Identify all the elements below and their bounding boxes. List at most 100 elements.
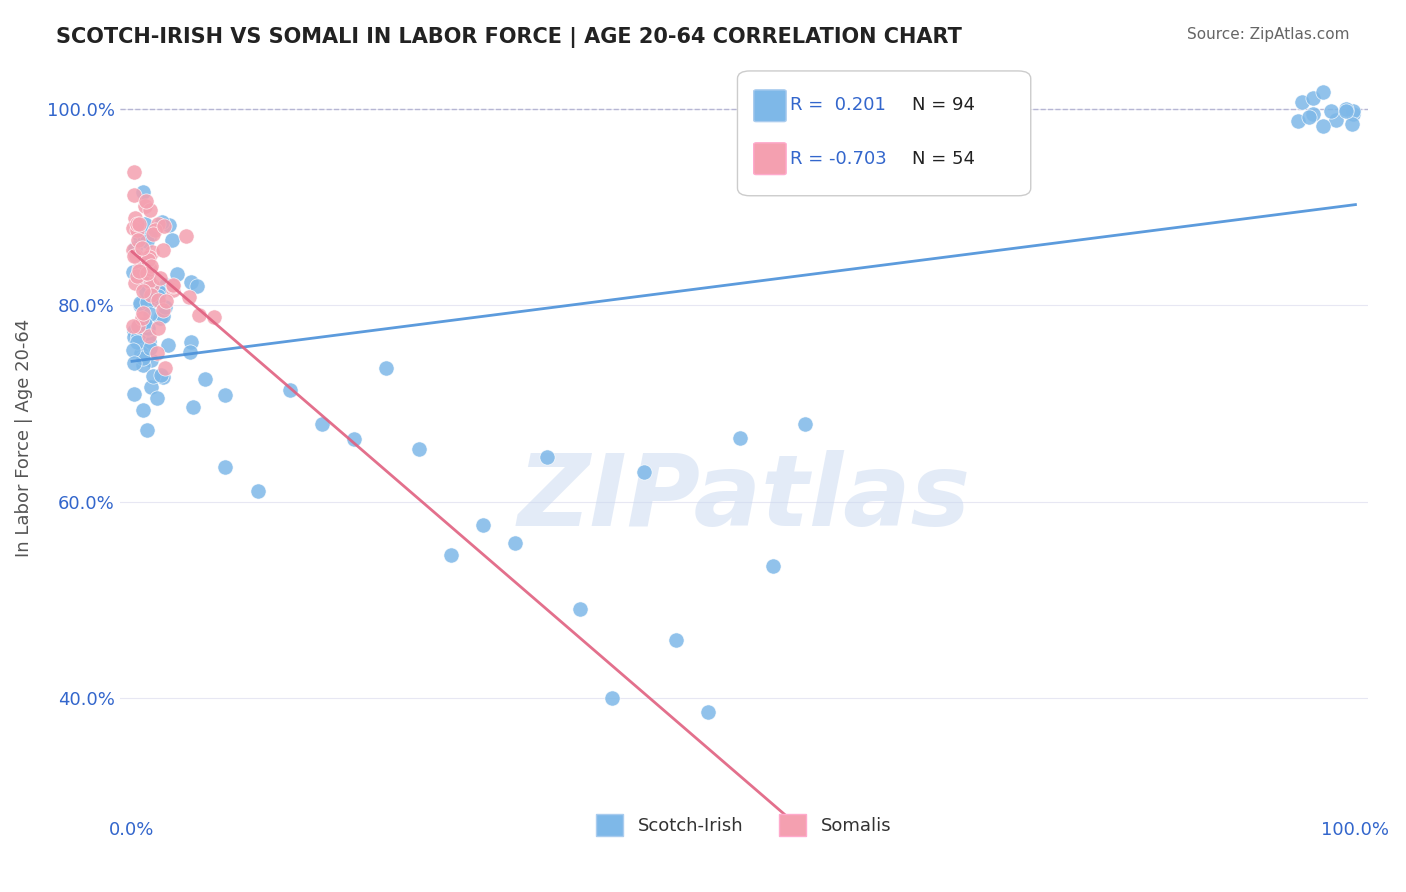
Text: N = 54: N = 54 xyxy=(912,151,976,169)
Point xyxy=(127,269,149,284)
Point xyxy=(162,277,184,292)
Point xyxy=(122,249,145,263)
Point xyxy=(141,352,163,367)
Point xyxy=(122,220,145,235)
Point xyxy=(132,351,155,366)
Point xyxy=(1298,110,1320,124)
Point xyxy=(122,330,145,344)
Point xyxy=(131,241,153,255)
Point xyxy=(214,388,236,402)
Point xyxy=(186,279,208,293)
Point xyxy=(128,229,150,244)
Point xyxy=(136,321,159,335)
Point xyxy=(131,403,153,417)
Point xyxy=(194,372,217,386)
Point xyxy=(1286,114,1309,128)
Point xyxy=(124,241,146,255)
Point xyxy=(139,380,162,394)
Text: ZIPatlas: ZIPatlas xyxy=(517,450,970,547)
Text: R = -0.703: R = -0.703 xyxy=(790,151,887,169)
Point xyxy=(633,465,655,479)
Point xyxy=(122,187,145,202)
Point xyxy=(180,335,202,350)
Point xyxy=(139,287,162,301)
Point xyxy=(132,306,155,320)
Point xyxy=(128,217,150,231)
Point xyxy=(127,318,149,333)
Point xyxy=(187,308,209,322)
Point xyxy=(408,442,430,456)
Point xyxy=(152,370,174,384)
Point xyxy=(1334,103,1357,118)
Point xyxy=(128,295,150,310)
Point xyxy=(125,334,148,349)
Point xyxy=(122,164,145,178)
Point xyxy=(730,431,752,445)
Point xyxy=(202,310,225,324)
Point xyxy=(153,219,176,234)
Point xyxy=(138,329,160,343)
Point xyxy=(181,400,204,414)
Point xyxy=(793,417,815,431)
Point xyxy=(135,294,157,309)
Point xyxy=(135,340,157,354)
Point xyxy=(1341,117,1364,131)
Point xyxy=(146,217,169,231)
Point xyxy=(135,423,157,437)
Point xyxy=(122,318,145,333)
Point xyxy=(124,211,146,225)
Point xyxy=(134,317,156,331)
Point xyxy=(142,227,165,242)
Point xyxy=(568,602,591,616)
Point xyxy=(1291,95,1313,109)
Point xyxy=(132,285,155,299)
Point xyxy=(132,358,155,372)
Point xyxy=(174,229,197,244)
Point xyxy=(153,361,176,376)
Point xyxy=(134,199,156,213)
Text: Source: ZipAtlas.com: Source: ZipAtlas.com xyxy=(1187,27,1350,42)
Point xyxy=(179,344,201,359)
Point xyxy=(122,324,145,338)
Point xyxy=(138,274,160,288)
Point xyxy=(1302,91,1324,105)
Point xyxy=(138,250,160,264)
Point xyxy=(149,271,172,285)
Point xyxy=(139,259,162,273)
FancyBboxPatch shape xyxy=(754,90,786,121)
Point xyxy=(122,343,145,358)
Point xyxy=(127,233,149,247)
Point xyxy=(132,229,155,244)
Point xyxy=(142,368,165,383)
Point xyxy=(148,293,170,307)
Point xyxy=(160,233,183,247)
Point xyxy=(157,218,180,232)
Point xyxy=(136,253,159,268)
Point xyxy=(131,310,153,325)
Point xyxy=(150,215,173,229)
Point xyxy=(124,356,146,370)
Point xyxy=(132,185,155,199)
Point xyxy=(125,249,148,263)
Text: N = 94: N = 94 xyxy=(912,96,976,114)
Point xyxy=(166,267,188,281)
Legend: Scotch-Irish, Somalis: Scotch-Irish, Somalis xyxy=(586,805,900,845)
Point xyxy=(141,278,163,293)
Point xyxy=(143,223,166,237)
Point xyxy=(1324,112,1347,127)
Point xyxy=(536,450,558,465)
Point xyxy=(129,298,152,312)
FancyBboxPatch shape xyxy=(754,143,786,175)
Point xyxy=(146,321,169,335)
Point xyxy=(139,227,162,242)
Point xyxy=(155,278,177,293)
Point xyxy=(136,234,159,248)
Point xyxy=(697,705,720,719)
Point xyxy=(139,261,162,276)
Point xyxy=(343,433,366,447)
Point xyxy=(150,368,173,382)
Point xyxy=(153,300,176,314)
Point xyxy=(1312,120,1334,134)
Point xyxy=(1341,107,1364,121)
Point xyxy=(278,383,301,397)
